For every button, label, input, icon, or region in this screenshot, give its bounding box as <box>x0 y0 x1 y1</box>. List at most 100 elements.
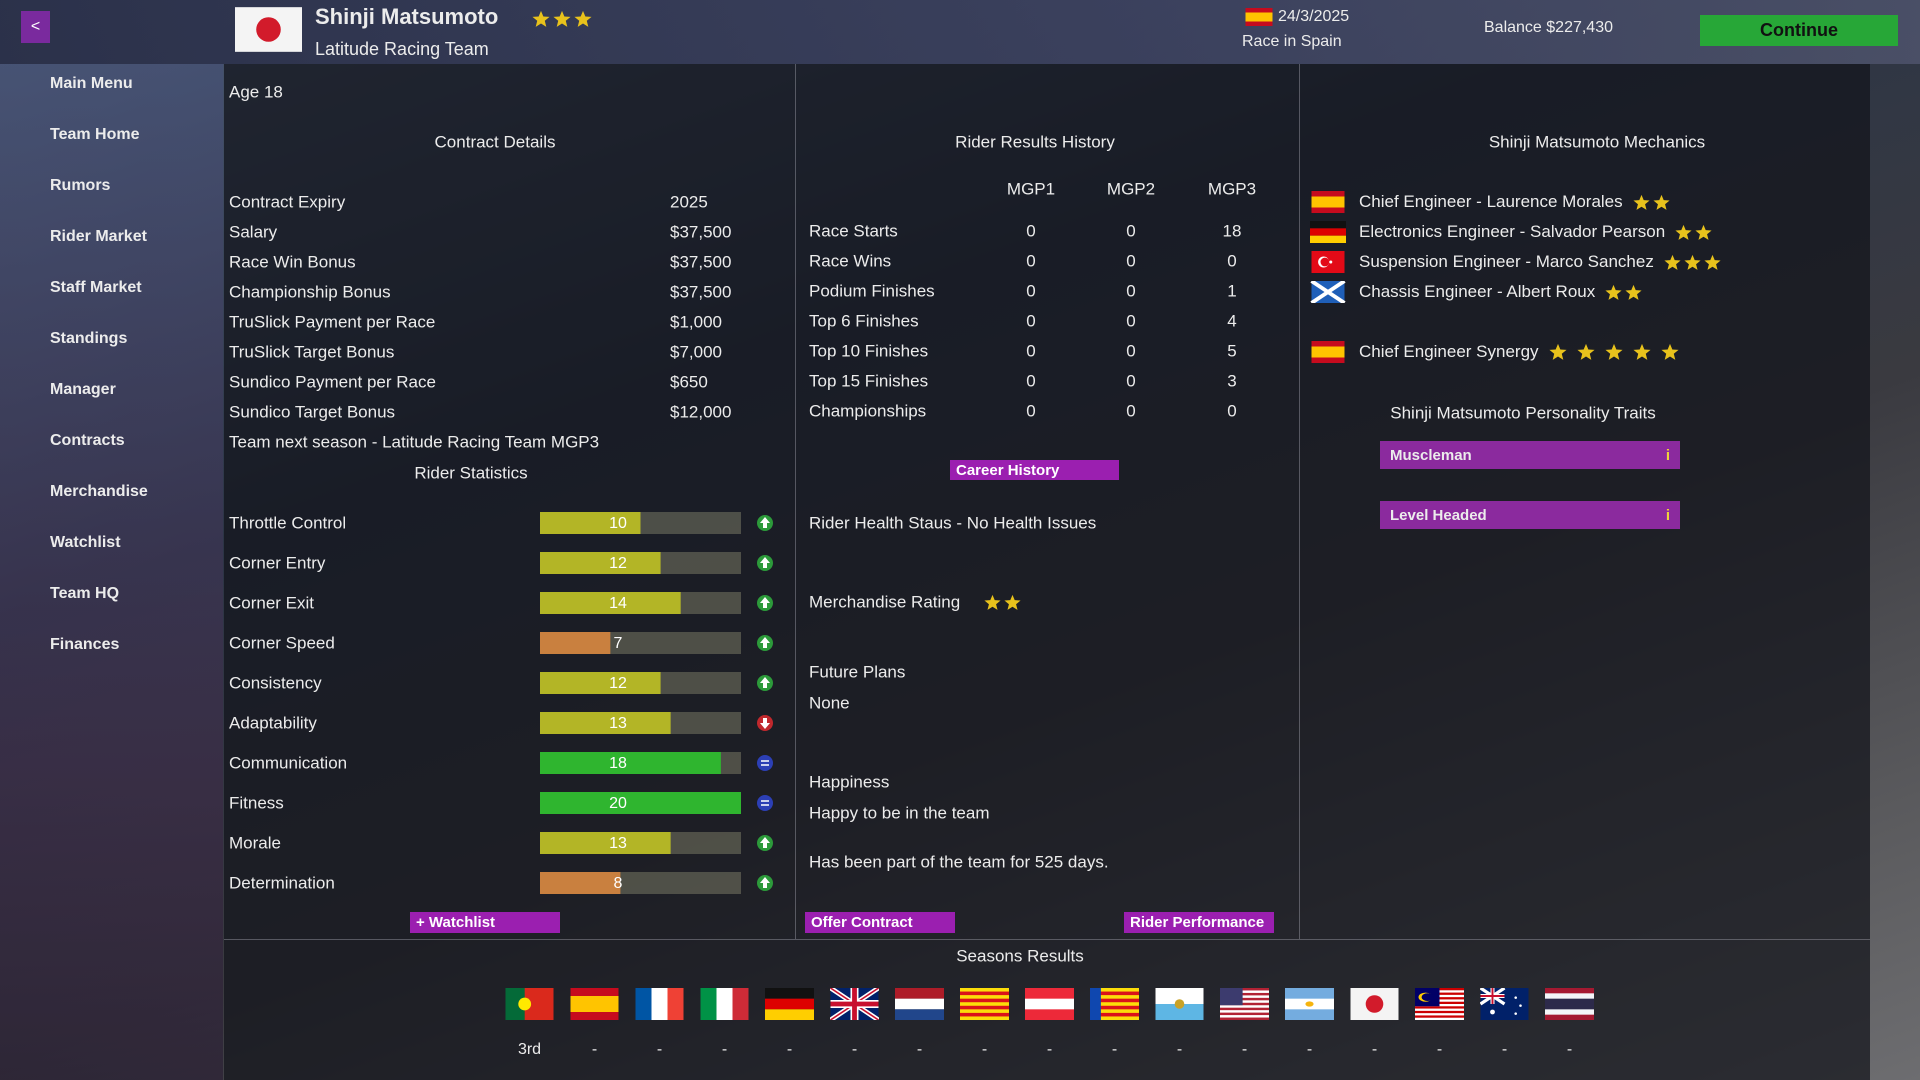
flag-spain <box>1311 341 1345 363</box>
star-shape <box>1576 343 1595 360</box>
cell: 1 <box>1227 281 1237 301</box>
cell: 18 <box>1222 221 1242 241</box>
row-label: Top 10 Finishes <box>809 341 929 361</box>
synergy-label: Chief Engineer Synergy <box>1359 342 1539 361</box>
cell: 0 <box>1126 341 1136 361</box>
nav-item[interactable]: Team Home <box>50 126 140 143</box>
mechanic-name: Chassis Engineer - Albert Roux <box>1359 282 1596 301</box>
trend-arrow <box>760 837 770 848</box>
season-result: - <box>1436 1041 1443 1058</box>
merchandise-stars <box>984 594 1021 611</box>
flag <box>830 988 879 1020</box>
trait-info[interactable]: i <box>1665 446 1670 464</box>
mechanic: Chassis Engineer - Albert Roux <box>1359 281 1642 303</box>
main-panel <box>224 64 1870 1080</box>
flag <box>635 988 684 1020</box>
season-result: - <box>1566 1041 1573 1058</box>
section-title: Shinji Matsumoto Personality Traits <box>1390 403 1656 423</box>
stat-value: 18 <box>609 755 627 772</box>
bar-fill <box>540 752 721 774</box>
date: 24/3/2025 <box>1278 8 1350 25</box>
nav-item[interactable]: Rumors <box>50 177 111 194</box>
offer-contract-button[interactable]: Offer Contract <box>805 912 955 933</box>
star <box>1660 343 1679 360</box>
mechanic-stars <box>1605 284 1642 301</box>
bar-fill <box>540 832 671 854</box>
flag <box>1480 988 1529 1020</box>
cell: 0 <box>1126 281 1136 301</box>
trait-info[interactable]: i <box>1665 506 1670 524</box>
stat-value: 13 <box>609 715 627 732</box>
stat-bar: 10 <box>540 512 773 534</box>
cell: 0 <box>1126 311 1136 331</box>
stat-bar: 13 <box>540 712 773 734</box>
star-shape <box>1653 194 1670 210</box>
season-result: - <box>916 1041 923 1058</box>
star <box>1675 224 1692 240</box>
flag <box>505 988 554 1020</box>
flag <box>765 988 814 1020</box>
cell: 5 <box>1227 341 1237 361</box>
star-shape <box>1684 254 1701 270</box>
nav-item[interactable]: Main Menu <box>50 75 133 92</box>
back-button[interactable]: < <box>21 11 50 43</box>
section-title: Seasons Results <box>956 946 1084 966</box>
contract-label: Contract Expiry <box>229 192 346 212</box>
separator <box>795 64 796 939</box>
contract-label: Race Win Bonus <box>229 252 356 272</box>
star <box>1684 254 1701 270</box>
column-header: MGP1 <box>1006 179 1056 199</box>
bar-fill <box>540 592 681 614</box>
row-label: Top 15 Finishes <box>809 371 929 391</box>
nav-item[interactable]: Team HQ <box>50 585 120 602</box>
star <box>1548 343 1567 360</box>
cell: 4 <box>1227 311 1237 331</box>
contract-value: $37,500 <box>670 222 732 242</box>
season-result: 3rd <box>517 1041 542 1058</box>
nav-item[interactable]: Standings <box>50 330 128 347</box>
season-result: - <box>981 1041 988 1058</box>
trend-arrow <box>760 718 770 729</box>
star <box>1576 343 1595 360</box>
contract-value: $650 <box>670 372 708 392</box>
nav-item[interactable]: Manager <box>50 381 116 398</box>
cell: 0 <box>1026 281 1036 301</box>
star-shape <box>1660 343 1679 360</box>
nav-item[interactable]: Rider Market <box>50 228 147 245</box>
contract-label: Championship Bonus <box>229 282 391 302</box>
stat-value: 12 <box>609 675 627 692</box>
nav-item[interactable]: Contracts <box>50 432 125 449</box>
stat-name: Corner Exit <box>229 593 315 613</box>
nav-item[interactable]: Staff Market <box>50 279 142 296</box>
flag <box>700 988 749 1020</box>
rider-performance-button[interactable]: Rider Performance <box>1124 912 1274 933</box>
stat-bar: 18 <box>540 752 773 774</box>
star-shape <box>532 10 550 27</box>
flag <box>960 988 1009 1020</box>
contract-label: Salary <box>229 222 278 242</box>
stat-bar: 8 <box>540 872 773 894</box>
star-shape <box>574 10 592 27</box>
nav-item[interactable]: Merchandise <box>50 483 148 500</box>
flag-spain <box>1245 8 1273 26</box>
stat-value: 12 <box>609 555 627 572</box>
watchlist-button[interactable]: + Watchlist <box>410 912 560 933</box>
nav-item[interactable]: Watchlist <box>50 534 121 551</box>
nav-item[interactable]: Finances <box>50 636 120 653</box>
season-result: - <box>656 1041 663 1058</box>
flag <box>1155 988 1204 1020</box>
trend-arrow <box>760 597 770 608</box>
bar-fill <box>540 792 741 814</box>
season-result: - <box>1241 1041 1248 1058</box>
row-label: Top 6 Finishes <box>809 311 919 331</box>
flag <box>895 988 944 1020</box>
career-history-button[interactable]: Career History <box>950 460 1119 480</box>
bar-fill <box>540 632 611 654</box>
synergy: Chief Engineer Synergy <box>1359 341 1679 363</box>
mechanic: Electronics Engineer - Salvador Pearson <box>1359 221 1712 243</box>
future-plans: None <box>809 693 850 713</box>
mechanic-name: Electronics Engineer - Salvador Pearson <box>1359 222 1666 241</box>
star-shape <box>1632 343 1651 360</box>
cell: 0 <box>1026 251 1036 271</box>
continue-button[interactable]: Continue <box>1700 15 1898 46</box>
